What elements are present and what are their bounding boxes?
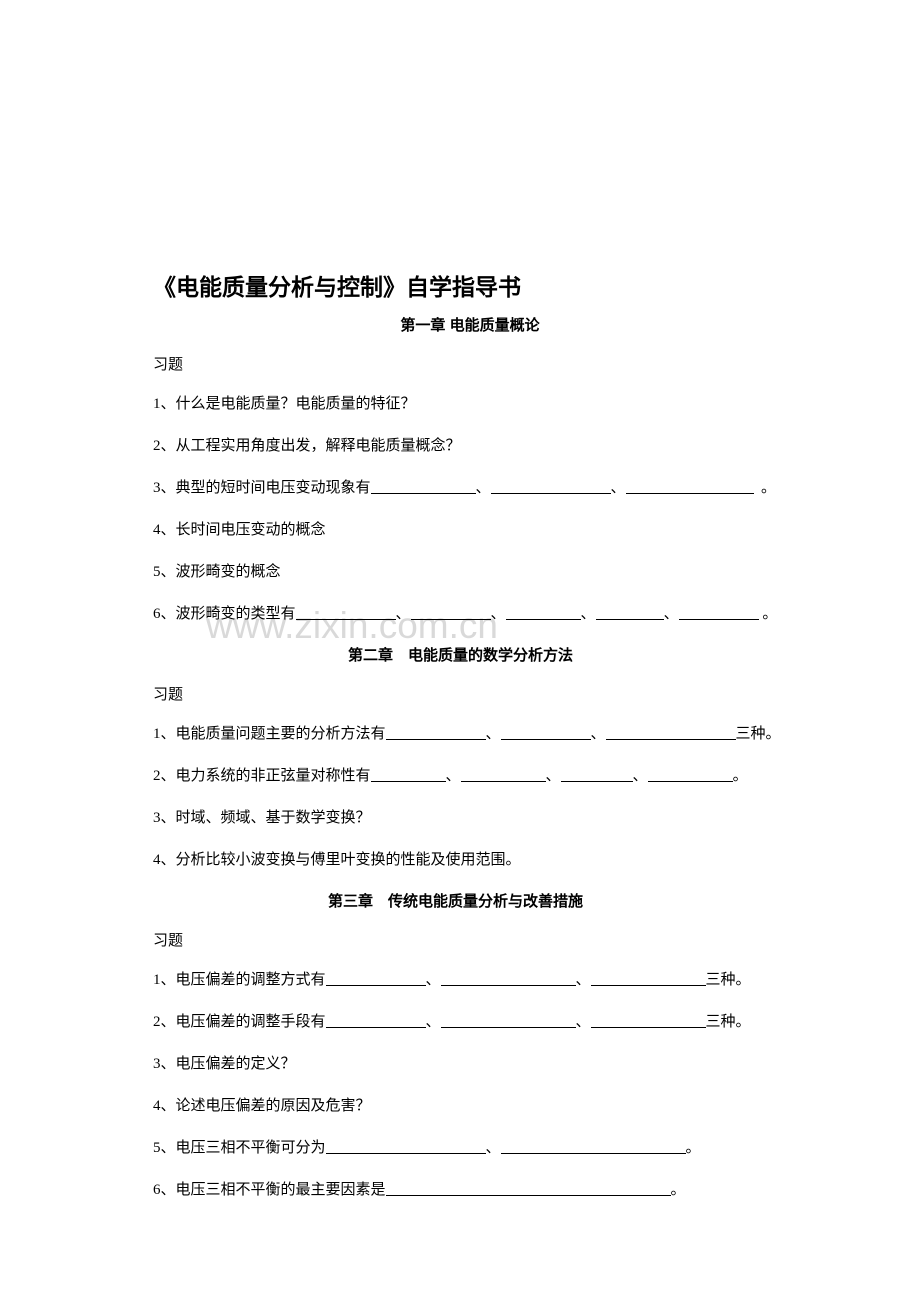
separator: 、: [396, 606, 411, 622]
chapter2-question1-text: 1、电能质量问题主要的分析方法有: [153, 726, 386, 742]
question-end: 三种。: [706, 1014, 751, 1030]
fill-blank: [371, 479, 476, 494]
separator: 、: [591, 726, 606, 742]
separator: 、: [491, 606, 506, 622]
chapter3-question6-text: 6、电压三相不平衡的最主要因素是: [153, 1182, 386, 1198]
chapter1-question1: 1、什么是电能质量？电能质量的特征？: [153, 392, 787, 416]
chapter3-question5: 5、电压三相不平衡可分为 、 。: [153, 1136, 787, 1160]
chapter3-question5-text: 5、电压三相不平衡可分为: [153, 1140, 326, 1156]
separator: 、: [576, 1014, 591, 1030]
fill-blank: [491, 479, 611, 494]
separator: 、: [576, 972, 591, 988]
chapter1-question5: 5、波形畸变的概念: [153, 560, 787, 584]
chapter2-question2-text: 2、电力系统的非正弦量对称性有: [153, 768, 371, 784]
fill-blank: [591, 1013, 706, 1028]
separator: 、: [611, 480, 626, 496]
separator: 、: [426, 1014, 441, 1030]
chapter3-question3: 3、电压偏差的定义？: [153, 1052, 787, 1076]
chapter3-question1-text: 1、电压偏差的调整方式有: [153, 972, 326, 988]
chapter1-title: 第一章 电能质量概论: [153, 314, 787, 335]
fill-blank: [606, 725, 736, 740]
separator: 、: [446, 768, 461, 784]
chapter3-question6: 6、电压三相不平衡的最主要因素是 。: [153, 1178, 787, 1202]
chapter2-question4: 4、分析比较小波变换与傅里叶变换的性能及使用范围。: [153, 848, 787, 872]
fill-blank: [626, 479, 754, 494]
question-end: 三种。: [736, 726, 781, 742]
fill-blank: [326, 1139, 486, 1154]
chapter2-title: 第二章 电能质量的数学分析方法: [153, 644, 787, 665]
question-end: 。: [686, 1140, 701, 1156]
fill-blank: [386, 725, 486, 740]
chapter1-question6: 6、波形畸变的类型有 、 、 、 、 。: [153, 602, 787, 626]
separator: 、: [664, 606, 679, 622]
chapter2-section-label: 习题: [153, 683, 787, 704]
chapter3-section-label: 习题: [153, 929, 787, 950]
fill-blank: [591, 971, 706, 986]
chapter1-section-label: 习题: [153, 353, 787, 374]
fill-blank: [326, 1013, 426, 1028]
fill-blank: [461, 767, 546, 782]
chapter2-question3: 3、时域、频域、基于数学变换？: [153, 806, 787, 830]
chapter2-question1: 1、电能质量问题主要的分析方法有 、 、 三种。: [153, 722, 787, 746]
fill-blank: [441, 971, 576, 986]
question-end: 。: [671, 1182, 686, 1198]
fill-blank: [326, 971, 426, 986]
chapter1-question3: 3、典型的短时间电压变动现象有 、 、 。: [153, 476, 787, 500]
fill-blank: [596, 605, 664, 620]
fill-blank: [386, 1181, 671, 1196]
separator: 、: [633, 768, 648, 784]
document-title: 《电能质量分析与控制》自学指导书: [153, 268, 787, 302]
chapter3-question1: 1、电压偏差的调整方式有 、 、 三种。: [153, 968, 787, 992]
separator: 、: [486, 726, 501, 742]
separator: 、: [476, 480, 491, 496]
document-content: 《电能质量分析与控制》自学指导书 第一章 电能质量概论 习题 1、什么是电能质量…: [153, 268, 787, 1202]
chapter1-question6-text: 6、波形畸变的类型有: [153, 606, 296, 622]
chapter3-question4: 4、论述电压偏差的原因及危害？: [153, 1094, 787, 1118]
separator: 、: [426, 972, 441, 988]
fill-blank: [648, 767, 733, 782]
question-end: 三种。: [706, 972, 751, 988]
separator: 、: [581, 606, 596, 622]
question-end: 。: [761, 480, 776, 496]
fill-blank: [411, 605, 491, 620]
fill-blank: [371, 767, 446, 782]
fill-blank: [501, 1139, 686, 1154]
chapter1-question3-text: 3、典型的短时间电压变动现象有: [153, 480, 371, 496]
fill-blank: [501, 725, 591, 740]
chapter3-question2-text: 2、电压偏差的调整手段有: [153, 1014, 326, 1030]
fill-blank: [561, 767, 633, 782]
fill-blank: [296, 605, 396, 620]
chapter1-question4: 4、长时间电压变动的概念: [153, 518, 787, 542]
fill-blank: [506, 605, 581, 620]
separator: 、: [486, 1140, 501, 1156]
question-end: 。: [762, 606, 777, 622]
question-end: 。: [733, 768, 748, 784]
fill-blank: [679, 605, 759, 620]
fill-blank: [441, 1013, 576, 1028]
separator: 、: [546, 768, 561, 784]
chapter3-title: 第三章 传统电能质量分析与改善措施: [153, 890, 787, 911]
chapter3-question2: 2、电压偏差的调整手段有 、 、 三种。: [153, 1010, 787, 1034]
chapter2-question2: 2、电力系统的非正弦量对称性有 、 、 、 。: [153, 764, 787, 788]
chapter1-question2: 2、从工程实用角度出发，解释电能质量概念？: [153, 434, 787, 458]
